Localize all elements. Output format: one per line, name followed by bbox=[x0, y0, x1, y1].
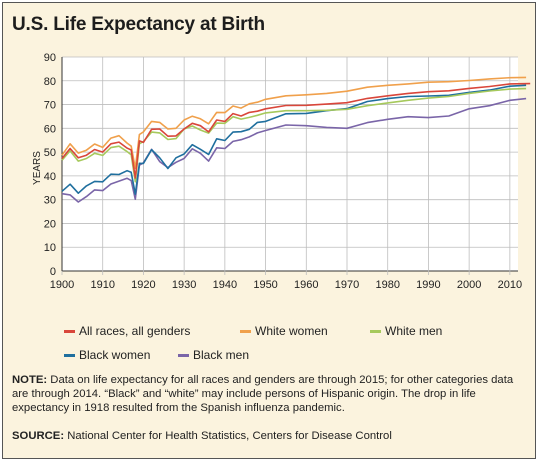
legend-swatch-white-women bbox=[240, 330, 251, 334]
legend-swatch-all-races bbox=[64, 330, 75, 334]
source-label: SOURCE: bbox=[12, 430, 65, 442]
legend-label-black-men: Black men bbox=[193, 348, 250, 362]
y-axis-label: YEARS bbox=[32, 151, 43, 185]
x-tick-label: 1960 bbox=[294, 279, 318, 291]
x-tick-label: 1950 bbox=[253, 279, 277, 291]
y-tick-label: 90 bbox=[44, 52, 56, 64]
x-tick-label: 1970 bbox=[335, 279, 359, 291]
series-line-all-races-all-genders bbox=[61, 82, 531, 179]
y-tick-label: 60 bbox=[44, 123, 56, 135]
legend-label-all-races: All races, all genders bbox=[79, 324, 191, 338]
y-tick-label: 40 bbox=[44, 171, 56, 183]
legend-swatch-black-women bbox=[64, 354, 75, 358]
note-text: Data on life expectancy for all races an… bbox=[12, 374, 514, 414]
series-line-black-women bbox=[61, 84, 527, 195]
note-label: NOTE: bbox=[12, 374, 48, 386]
legend-item-black-women: Black women bbox=[64, 348, 150, 362]
x-tick-label: 1920 bbox=[131, 279, 155, 291]
y-tick-label: 80 bbox=[44, 76, 56, 88]
legend-label-black-women: Black women bbox=[79, 348, 151, 362]
legend-swatch-white-men bbox=[370, 330, 381, 334]
y-tick-label: 20 bbox=[44, 218, 56, 230]
legend-item-black-men: Black men bbox=[178, 348, 249, 362]
series-line-white-men bbox=[61, 87, 527, 183]
y-tick-label: 50 bbox=[44, 147, 56, 159]
x-tick-label: 1910 bbox=[90, 279, 114, 291]
gridlines bbox=[61, 56, 518, 275]
series-lines bbox=[61, 76, 531, 203]
y-tick-label: 0 bbox=[50, 266, 56, 278]
legend-label-white-men: White men bbox=[385, 324, 443, 338]
x-tick-label: 1940 bbox=[213, 279, 237, 291]
x-tick-label: 1930 bbox=[172, 279, 196, 291]
series-line-white-women bbox=[61, 76, 527, 170]
plot-area bbox=[62, 57, 518, 271]
legend-item-white-women: White women bbox=[240, 324, 328, 338]
chart-source: SOURCE: National Center for Health Stati… bbox=[12, 430, 392, 442]
legend-item-white-men: White men bbox=[370, 324, 442, 338]
source-text: National Center for Health Statistics, C… bbox=[67, 430, 392, 442]
chart-note: NOTE: Data on life expectancy for all ra… bbox=[12, 373, 524, 415]
legend-label-white-women: White women bbox=[255, 324, 328, 338]
x-tick-label: 2000 bbox=[457, 279, 481, 291]
chart-title: U.S. Life Expectancy at Birth bbox=[12, 14, 265, 35]
x-tick-label: 1980 bbox=[375, 279, 399, 291]
x-tick-label: 1900 bbox=[50, 279, 74, 291]
axes: 0 10 20 30 40 50 60 70 80 90 1900 1910 1920 1930 1940 1… bbox=[44, 52, 522, 291]
x-tick-label: 1990 bbox=[416, 279, 440, 291]
x-tick-label: 2010 bbox=[498, 279, 522, 291]
legend-swatch-black-men bbox=[178, 354, 189, 358]
legend-item-all-races: All races, all genders bbox=[64, 324, 190, 338]
y-tick-label: 30 bbox=[44, 195, 56, 207]
y-tick-label: 70 bbox=[44, 100, 56, 112]
y-tick-label: 10 bbox=[44, 242, 56, 254]
series-line-black-men bbox=[61, 97, 527, 203]
